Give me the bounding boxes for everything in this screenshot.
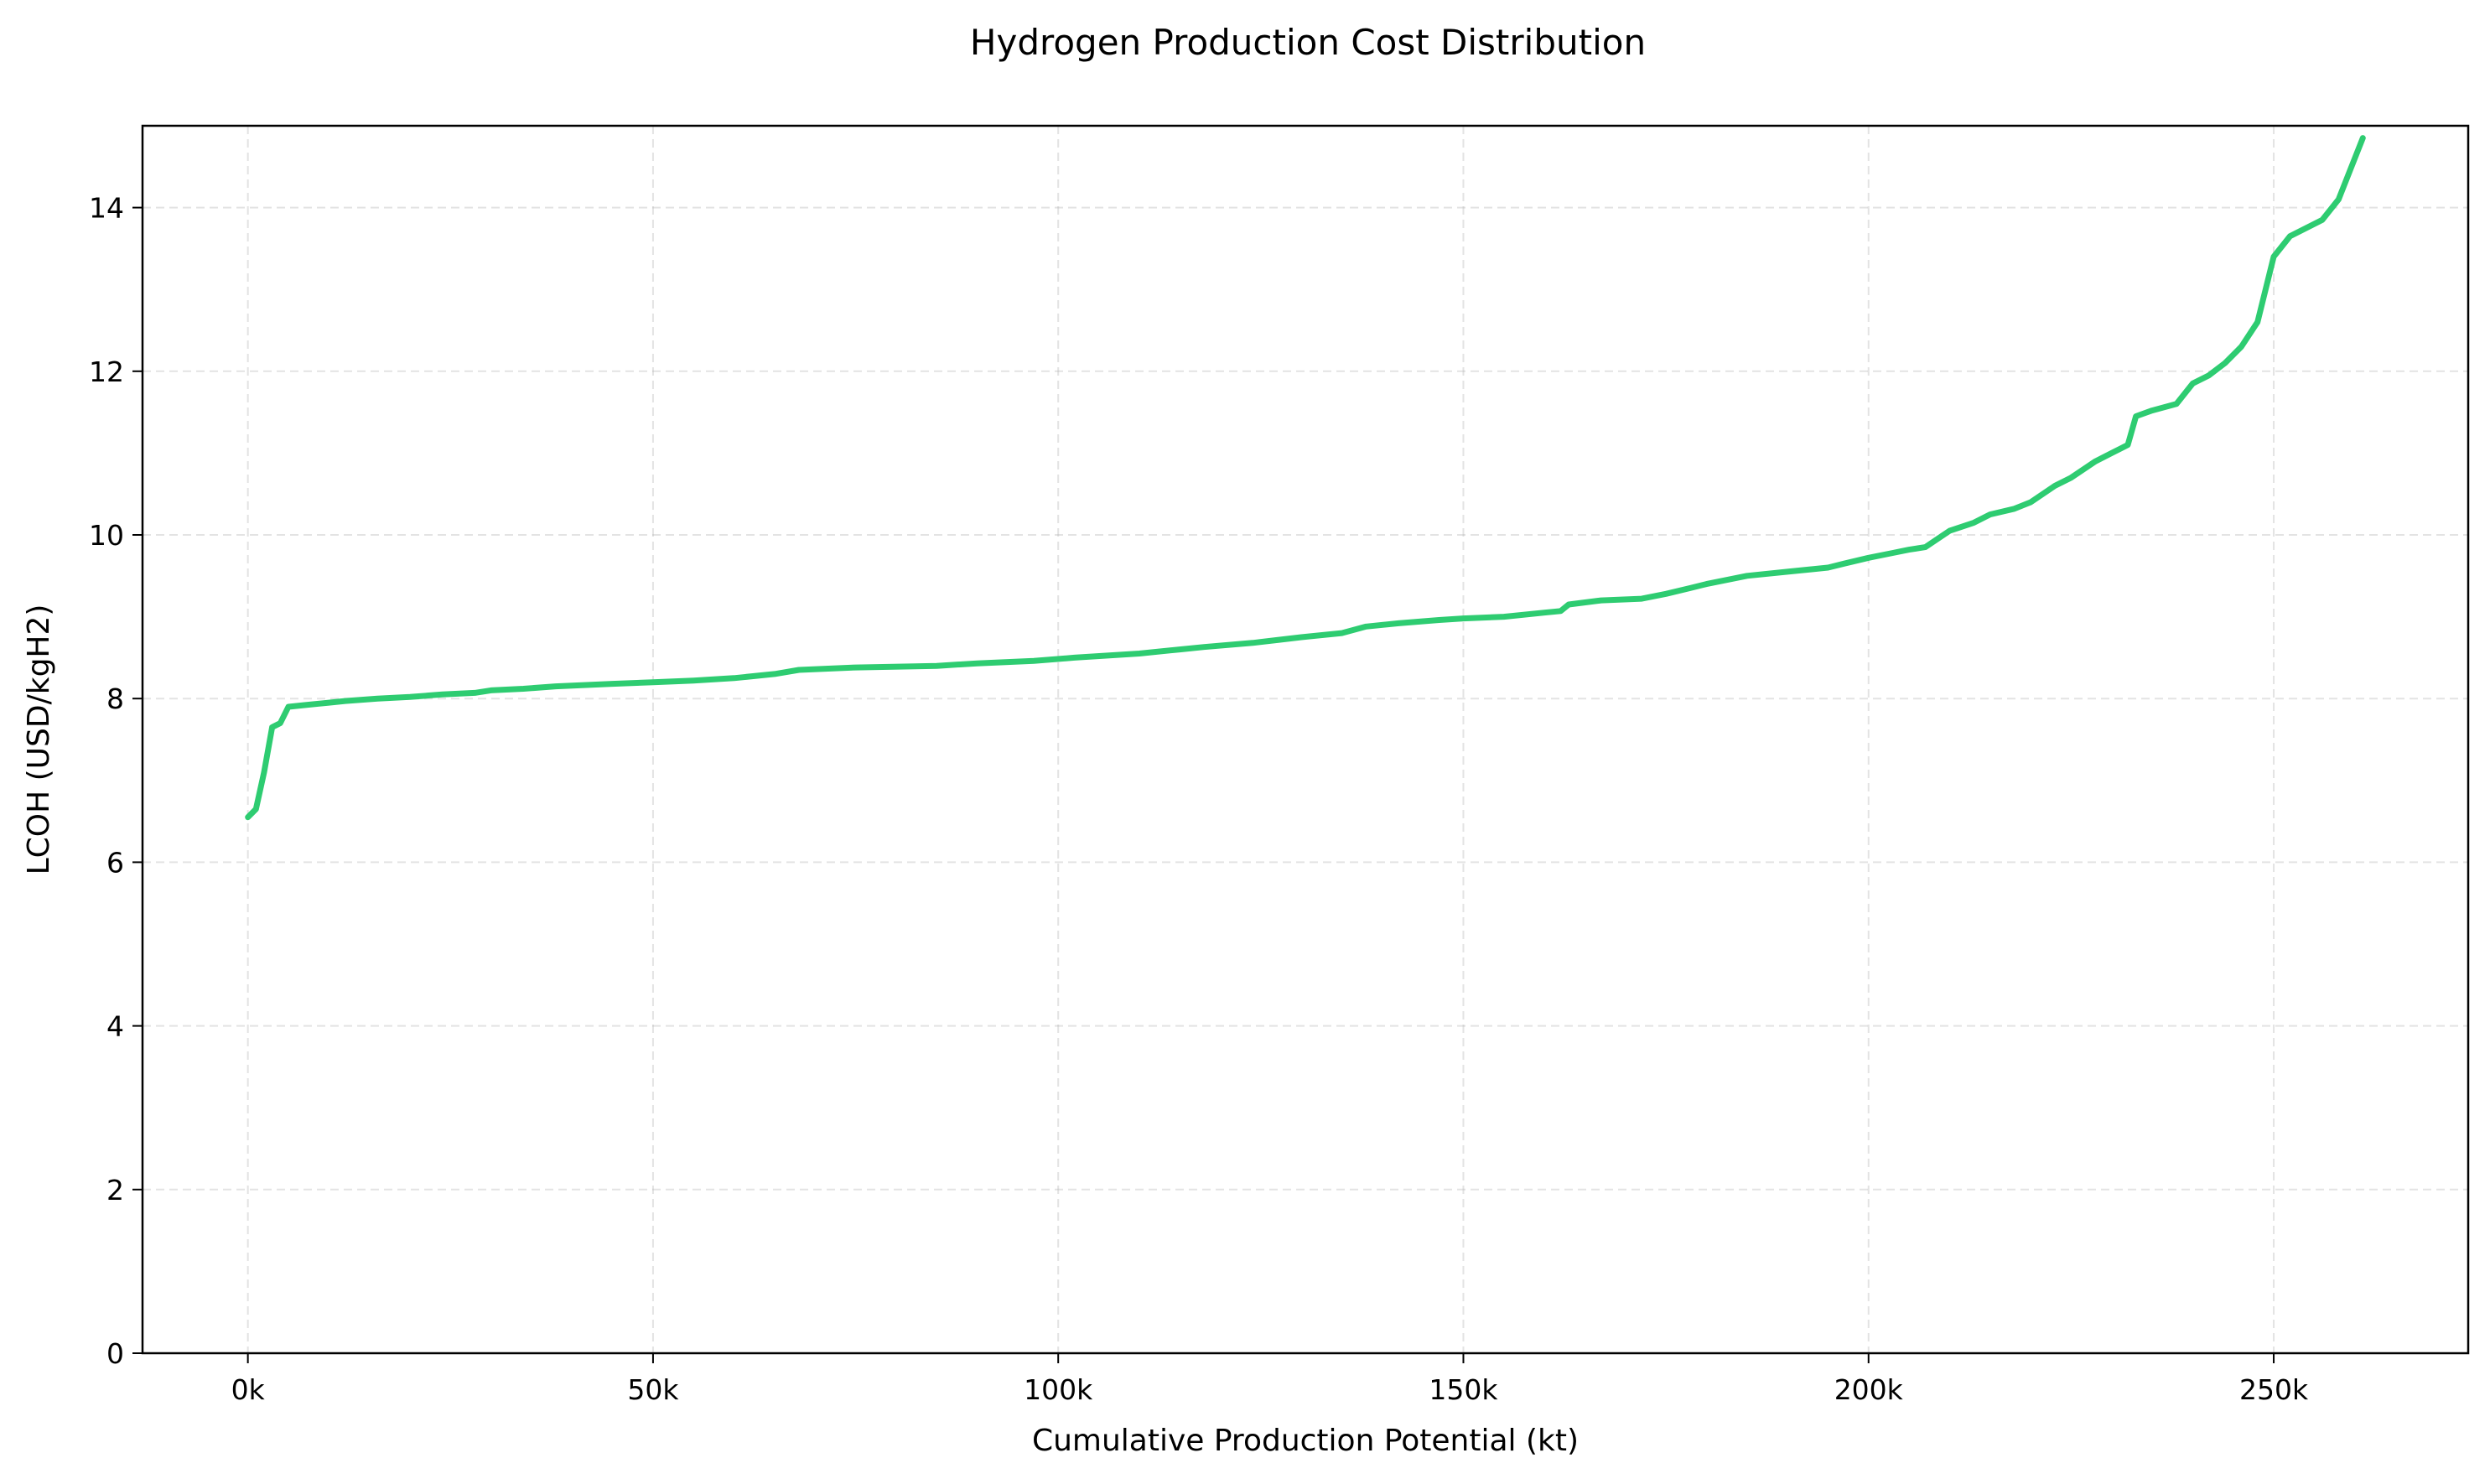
x-tick-label: 100k: [1024, 1373, 1093, 1406]
chart-title: Hydrogen Production Cost Distribution: [970, 22, 1646, 63]
x-axis-label: Cumulative Production Potential (kt): [1032, 1424, 1579, 1458]
y-tick-label: 4: [106, 1010, 124, 1043]
y-tick-label: 10: [89, 519, 124, 552]
x-axis: 0k 50k 100k 150k 200k 250k: [231, 1353, 2309, 1406]
y-tick-label: 8: [106, 682, 124, 715]
series-line: [245, 135, 2366, 821]
y-axis-label: LCOH (USD/kgH2): [22, 604, 56, 875]
x-tick-label: 250k: [2239, 1373, 2309, 1406]
y-tick-label: 12: [89, 355, 124, 388]
y-tick-label: 2: [106, 1174, 124, 1206]
x-tick-label: 150k: [1429, 1373, 1498, 1406]
y-tick-label: 6: [106, 846, 124, 879]
plot-frame: [141, 124, 2470, 1355]
y-tick-label: 0: [106, 1337, 124, 1370]
grid: [143, 126, 2468, 1354]
y-axis: 0 2 4 6 8 10 12 14: [89, 192, 143, 1370]
y-tick-label: 14: [89, 192, 124, 225]
line-layer: [245, 135, 2366, 821]
x-tick-label: 0k: [231, 1373, 266, 1406]
x-tick-label: 200k: [1834, 1373, 1904, 1406]
x-tick-label: 50k: [627, 1373, 679, 1406]
